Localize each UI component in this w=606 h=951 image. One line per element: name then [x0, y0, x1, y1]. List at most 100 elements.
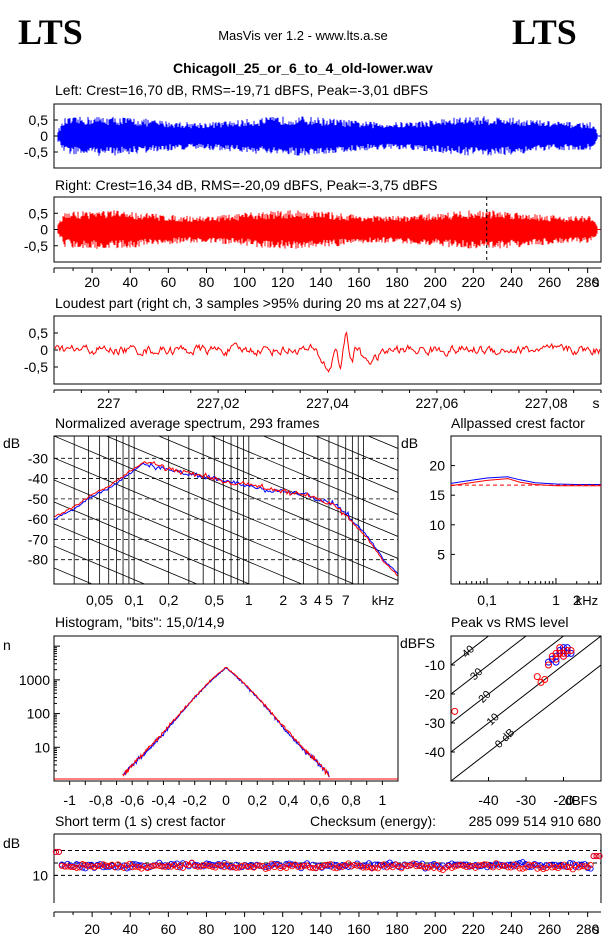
- peak-rms-xtick-label: -40: [478, 792, 498, 808]
- loudest-xaxis-unit: s: [593, 395, 600, 411]
- crest-xaxis-label: 100: [233, 921, 257, 937]
- histogram-frame: [54, 636, 398, 781]
- short-term-crest-title: Short term (1 s) crest factor: [55, 813, 226, 829]
- allpassed-ylabel: dB: [401, 435, 418, 451]
- peak-rms-ytick-label: -40: [425, 744, 445, 760]
- peak-rms-plot: [414, 491, 606, 810]
- allpassed-xtick-label: 2: [573, 592, 581, 608]
- loudest-xaxis-label: 227,08: [525, 395, 568, 411]
- checksum-label: Checksum (energy):: [310, 813, 436, 829]
- spectrum-xtick-label: 4: [314, 592, 322, 608]
- time-axis-label: 260: [538, 274, 562, 290]
- left-waveform-ytick-label: 0,5: [29, 112, 49, 128]
- allpassed-xtick-label: 1: [552, 592, 560, 608]
- spectrum-xtick-label: 0,05: [86, 592, 113, 608]
- histogram-ytick-label: 10: [34, 739, 50, 755]
- allpassed-crest-title: Allpassed crest factor: [451, 415, 585, 431]
- right-waveform-title: Right: Crest=16,34 dB, RMS=-20,09 dBFS, …: [55, 177, 437, 193]
- peak-rms-ytick-label: -20: [425, 686, 445, 702]
- spectrum-ytick-label: -60: [28, 511, 48, 527]
- crest-xaxis-label: 20: [84, 921, 100, 937]
- histogram-xtick-label: -0,8: [89, 792, 113, 808]
- logo-left: LTS: [18, 12, 83, 52]
- histogram-xtick-label: -1: [63, 792, 76, 808]
- spectrum-ylabel: dB: [3, 435, 20, 451]
- time-axis-label: 60: [161, 274, 177, 290]
- peak-rms-ytick-label: -10: [425, 657, 445, 673]
- peak-rms-xtick-label: -30: [516, 792, 536, 808]
- spectrum-ytick-label: -80: [28, 552, 48, 568]
- allpassed-ytick-label: 20: [429, 458, 445, 474]
- spectrum-ytick-label: -40: [28, 471, 48, 487]
- crest-ylabel: dB: [3, 835, 20, 851]
- loudest-part-signal: [55, 333, 600, 372]
- spectrum-slope-line: [54, 612, 398, 756]
- spectrum-slope-line: [54, 0, 398, 52]
- spectrum-slope-line: [54, 634, 398, 778]
- spectrum-xlabel: kHz: [372, 593, 394, 608]
- spectrum-slope-line: [54, 590, 398, 734]
- histogram-title: Histogram, "bits": 15,0/14,9: [55, 614, 225, 630]
- histogram-xtick-label: 0,4: [279, 792, 299, 808]
- spectrum-xtick-label: 5: [325, 592, 333, 608]
- peak-rms-point-right: [452, 708, 458, 714]
- time-axis-label: 120: [271, 274, 295, 290]
- spectrum-slope-line: [54, 84, 398, 228]
- spectrum-slope-line: [54, 0, 398, 8]
- time-axis-label: 180: [385, 274, 409, 290]
- crest-line-label: 0 dB: [493, 726, 517, 750]
- crest-xaxis-label: 40: [122, 921, 138, 937]
- allpassed-xtick-label: 0,1: [477, 592, 497, 608]
- loudest-xaxis-label: 227,02: [197, 395, 240, 411]
- histogram-ytick-label: 100: [27, 706, 51, 722]
- crest-xaxis-label: 80: [199, 921, 215, 937]
- histogram-xtick-label: -0,2: [183, 792, 207, 808]
- right-waveform-ytick-label: 0: [40, 222, 48, 238]
- logo-right: LTS: [512, 12, 577, 52]
- app-title: MasVis ver 1.2 - www.lts.a.se: [218, 28, 388, 43]
- peak-rms-frame: [451, 636, 601, 781]
- crest-xaxis-label: 240: [500, 921, 524, 937]
- histogram-ytick-label: 1000: [19, 672, 50, 688]
- right-waveform-ytick-label: 0,5: [29, 205, 49, 221]
- allpassed-ytick-label: 15: [429, 487, 445, 503]
- spectrum-slope-line: [54, 458, 398, 602]
- crest-line-label: 10: [485, 711, 502, 728]
- histogram-xtick-label: 1: [378, 792, 386, 808]
- crest-line-label: 30: [468, 666, 485, 683]
- spectrum-slope-line: [54, 436, 398, 580]
- crest-xaxis-unit: s: [593, 921, 600, 937]
- peak-rms-ytick-label: -30: [425, 715, 445, 731]
- spectrum-xtick-label: 0,2: [159, 592, 179, 608]
- histogram-series-right: [123, 667, 329, 776]
- allpassed-ytick-label: 5: [437, 546, 445, 562]
- peak-rms-point-right: [534, 674, 540, 680]
- loudest-xaxis-label: 227: [97, 395, 121, 411]
- crest-xaxis-label: 60: [161, 921, 177, 937]
- left-waveform-ytick-label: -0,5: [24, 144, 48, 160]
- allpassed-ytick-label: 10: [429, 517, 445, 533]
- time-axis-label: 160: [347, 274, 371, 290]
- crest-xaxis-label: 200: [424, 921, 448, 937]
- allpassed-frame: [451, 436, 601, 584]
- loudest-part-title: Loudest part (right ch, 3 samples >95% d…: [55, 295, 462, 311]
- spectrum-slope-line: [54, 0, 398, 30]
- spectrum-xtick-label: 3: [300, 592, 308, 608]
- crest-line-label: 40: [460, 643, 477, 660]
- checksum-value: 285 099 514 910 680: [469, 813, 602, 829]
- spectrum-ytick-label: -70: [28, 531, 48, 547]
- time-axis-label: 20: [84, 274, 100, 290]
- crest-ytick-label: 10: [32, 867, 48, 883]
- histogram-series-left: [123, 668, 329, 778]
- time-axis-unit: s: [593, 274, 600, 290]
- spectrum-slope-line: [54, 370, 398, 514]
- time-axis-label: 200: [424, 274, 448, 290]
- time-axis-label: 100: [233, 274, 257, 290]
- histogram-xtick-label: -0,4: [151, 792, 175, 808]
- histogram-xtick-label: -0,6: [120, 792, 144, 808]
- crest-line-label: 20: [476, 689, 493, 706]
- time-axis-label: 80: [199, 274, 215, 290]
- histogram-ylabel: n: [3, 637, 11, 653]
